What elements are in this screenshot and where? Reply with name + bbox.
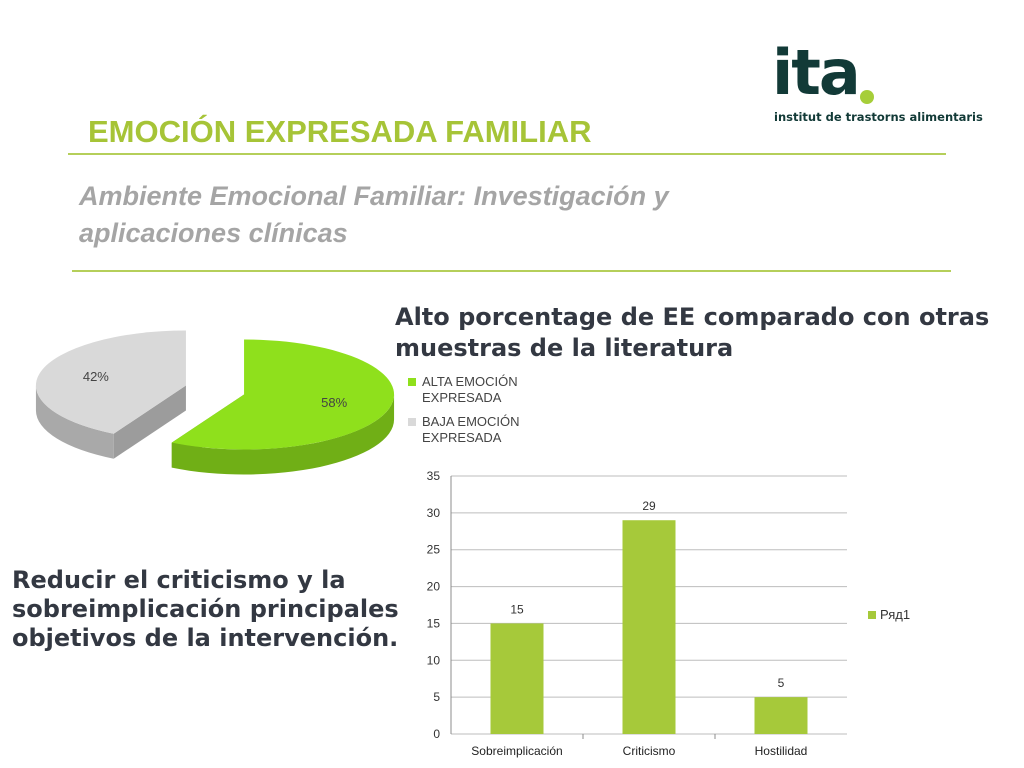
slide-subtitle: Ambiente Emocional Familiar: Investigaci… [79,181,669,248]
legend-label-low: BAJA EMOCIÓN EXPRESADA [422,414,520,445]
y-tick-label: 5 [433,690,440,704]
y-tick-label: 15 [427,616,441,630]
logo-wordmark: ita [772,36,861,109]
pie-label-2: 42% [83,369,109,384]
section-heading: Alto porcentage de EE comparado con otra… [395,303,990,362]
pie-slice-2 [35,330,186,459]
logo-dot [860,90,874,104]
y-tick-label: 35 [427,469,441,483]
logo-tagline: institut de trastorns alimentaris [774,110,983,124]
bar-3 [754,697,808,734]
title-divider [68,153,946,155]
pie-chart: 58% 42% [35,330,395,475]
x-tick-label: Hostilidad [755,744,808,758]
bar-1 [490,623,544,734]
y-tick-label: 25 [427,543,441,557]
pie-slice-1 [171,339,395,475]
pie-slice-rim [171,394,395,475]
y-tick-label: 10 [427,653,441,667]
pie-label-1: 58% [321,395,347,410]
bar-data-label: 5 [778,676,785,690]
y-tick-label: 0 [433,727,440,741]
bar-data-label: 15 [510,602,524,616]
pie-slice-wall [113,385,186,459]
slide-title: EMOCIÓN EXPRESADA FAMILIAR [88,114,592,149]
y-tick-label: 30 [427,506,441,520]
pie-slice-rim [35,385,114,459]
legend-swatch-high [408,378,416,386]
legend-swatch-low [408,418,416,426]
x-tick-label: Sobreimplicación [471,744,562,758]
subtitle-divider [72,270,951,272]
bar-legend-swatch [868,611,876,619]
bar-data-label: 29 [642,499,656,513]
x-tick-label: Criticismo [623,744,676,758]
bar-legend-label: Ряд1 [880,607,910,622]
ita-logo: ita institut de trastorns alimentaris [772,42,983,125]
intervention-note: Reducir el criticismo y la sobreimplicac… [12,566,399,652]
legend-label-high: ALTA EMOCIÓN EXPRESADA [422,374,518,405]
bar-2 [622,520,676,734]
pie-slice-top [171,339,395,450]
pie-slice-top [35,330,186,434]
y-tick-label: 20 [427,580,441,594]
